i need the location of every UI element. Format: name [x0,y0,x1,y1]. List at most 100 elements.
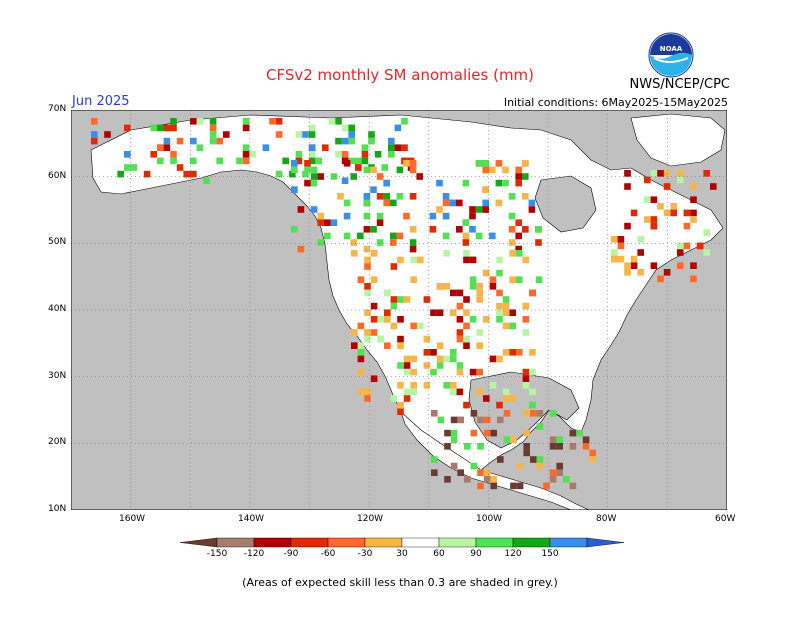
anomaly-cell [502,322,510,330]
anomaly-cell [476,329,483,336]
anomaly-cell [611,249,618,256]
anomaly-cell [410,388,417,396]
anomaly-cell [516,462,524,470]
anomaly-cell [170,124,177,132]
anomaly-cell [209,137,217,145]
lon-label: 60W [715,514,736,524]
anomaly-cell [529,388,536,396]
greenland-land [630,113,726,167]
anomaly-cell [630,255,638,263]
anomaly-cell [456,329,464,336]
graticule [71,110,727,510]
anomaly-cell [282,157,289,165]
anomaly-cell [364,256,371,264]
anomaly-cell [381,164,388,171]
anomaly-cell [190,137,197,145]
anomaly-cell [410,256,417,264]
anomaly-cell [703,249,710,256]
anomaly-cell [396,166,404,174]
anomaly-cell [150,151,157,158]
anomaly-cell [522,226,529,233]
anomaly-cell [503,410,511,417]
anomaly-cell [337,193,344,200]
anomaly-cell [117,170,124,178]
anomaly-cell [663,170,671,177]
anomaly-cell [483,269,490,277]
anomaly-cell [469,212,476,220]
anomaly-cell [556,443,563,450]
anomaly-cell [444,429,451,437]
anomaly-cell [483,395,490,402]
anomaly-cell [522,316,530,323]
anomaly-cell [549,476,557,483]
anomaly-cell [677,249,684,256]
anomaly-cell [363,166,371,174]
anomaly-cell [430,368,437,376]
anomaly-cell [497,416,504,424]
anomaly-cell [403,388,411,396]
anomaly-cell [384,342,391,349]
anomaly-cell [190,157,197,165]
anomaly-cell [370,302,378,310]
anomaly-cell [351,342,358,349]
anomaly-cell [476,342,483,349]
anomaly-cell [522,382,530,389]
anomaly-cell [483,429,491,437]
anomaly-cell [401,118,408,125]
anomaly-cell [390,263,398,270]
anomaly-cell [495,179,503,187]
anomaly-cell [216,157,223,165]
anomaly-cell [368,137,375,145]
anomaly-cell [417,322,424,330]
anomaly-cell [522,302,530,310]
anomaly-cell [442,193,450,200]
anomaly-cell [269,118,276,125]
anomaly-cell [464,476,471,483]
anomaly-cell [450,382,457,389]
anomaly-cell [364,263,371,270]
colorbar-swatch [438,537,477,548]
anomaly-cell [163,144,171,151]
anomaly-cell [443,283,450,290]
anomaly-cell [644,176,651,184]
anomaly-cell [535,276,543,283]
colorbar-swatch [253,537,292,548]
anomaly-cell [489,276,497,283]
anomaly-cell [477,482,484,490]
anomaly-cell [291,226,298,233]
anomaly-cell [377,335,384,343]
colorbar-label: 30 [396,549,408,559]
anomaly-cell [275,131,283,138]
anomaly-cell [104,131,111,138]
anomaly-cell [143,170,151,178]
anomaly-cell [383,199,390,207]
anomaly-cell [436,342,444,349]
anomaly-cell [348,137,355,145]
anomaly-cell [611,236,618,243]
anomaly-cell [508,212,516,220]
anomaly-cell [556,436,563,443]
anomaly-cell [364,283,371,290]
anomaly-cell [456,316,464,323]
anomaly-cell [423,382,431,389]
logo-text: NOAA [660,45,683,53]
anomaly-cell [630,262,638,269]
anomaly-cell [515,179,522,187]
anomaly-cell [289,170,296,178]
anomaly-cell [456,388,464,396]
anomaly-cell [522,193,529,200]
colorbar-swatch [549,537,588,548]
anomaly-cell [335,151,342,158]
anomaly-cell [509,322,516,330]
anomaly-cell [410,355,417,363]
anomaly-cell [510,482,517,490]
anomaly-cell [509,349,516,356]
anomaly-cell [450,355,457,363]
anomaly-cell [703,229,710,236]
anomaly-cell [696,242,704,250]
anomaly-cell [463,335,470,343]
anomaly-cell [462,232,470,240]
anomaly-cell [374,151,382,158]
anomaly-cell [275,118,283,125]
anomaly-cell [469,316,477,323]
